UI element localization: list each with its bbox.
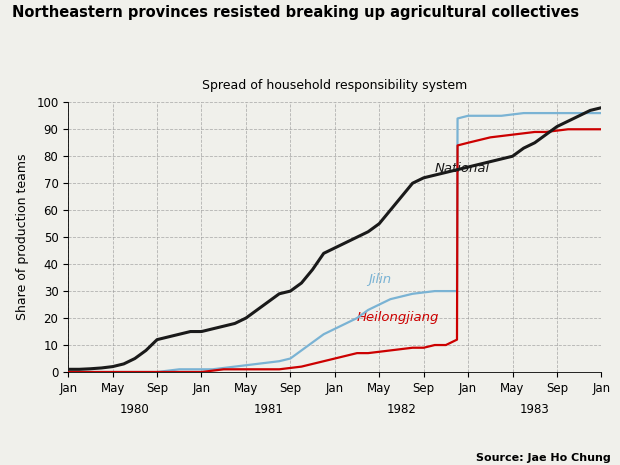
Text: 1983: 1983 <box>520 403 549 416</box>
Text: 1982: 1982 <box>386 403 417 416</box>
Text: Jilin: Jilin <box>368 273 391 286</box>
Text: Northeastern provinces resisted breaking up agricultural collectives: Northeastern provinces resisted breaking… <box>12 5 580 20</box>
Text: National: National <box>435 162 490 175</box>
Text: 1980: 1980 <box>120 403 149 416</box>
Text: Spread of household responsibility system: Spread of household responsibility syste… <box>202 79 467 92</box>
Text: 1981: 1981 <box>253 403 283 416</box>
Text: Heilongjiang: Heilongjiang <box>357 311 440 324</box>
Text: Source: Jae Ho Chung: Source: Jae Ho Chung <box>476 452 611 463</box>
Y-axis label: Share of production teams: Share of production teams <box>16 154 29 320</box>
